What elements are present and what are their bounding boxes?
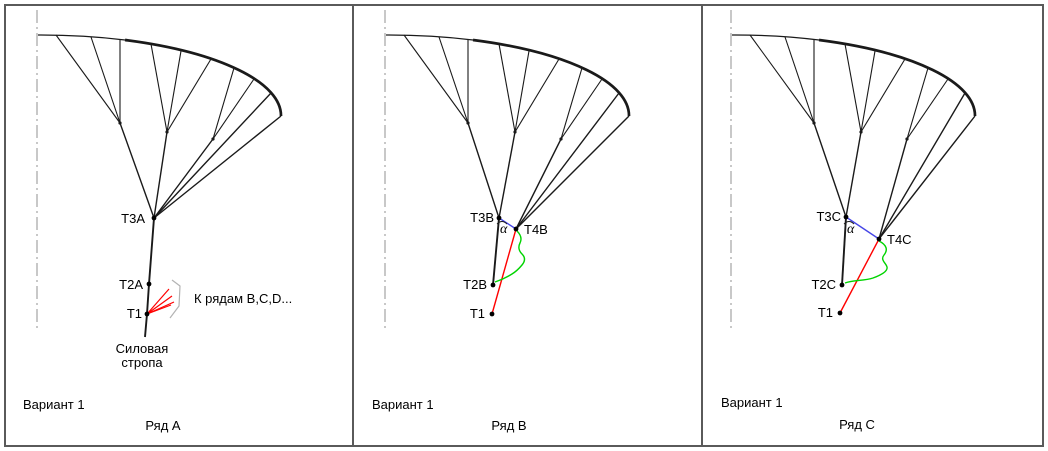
panel-row-a: T3A T2A T1 К рядам B,C,D... Силовая стро… (6, 6, 351, 445)
riser-lines (813, 92, 976, 240)
branch-point-dots (812, 121, 909, 141)
riser-label-line2: стропа (121, 355, 163, 370)
point-label-t2b: T2B (463, 277, 487, 292)
angle-label: α (500, 222, 508, 237)
line-t3-t2 (841, 216, 847, 286)
power-line (144, 217, 155, 338)
point-label-t2a: T2A (119, 277, 143, 292)
point-t4b-dot (513, 226, 519, 232)
angle-arc (843, 221, 855, 225)
point-label-t1: T1 (818, 305, 833, 320)
red-line-t4-t1 (491, 228, 517, 315)
canopy-cascade-lines (749, 34, 949, 140)
annotation-to-rows: К рядам B,C,D... (194, 291, 292, 306)
panel-row-c: T3C T4C T2C T1 α Вариант 1 Ряд C (703, 6, 1042, 445)
canopy-cascade-lines (55, 34, 255, 140)
brace-bracket (169, 279, 181, 319)
panel-divider-1 (352, 6, 354, 445)
red-line-t4-t1 (839, 238, 880, 314)
variant-label: Вариант 1 (372, 397, 434, 412)
point-t3c-dot (843, 214, 849, 220)
row-label: Ряд B (491, 418, 526, 433)
point-label-t3c: T3C (816, 209, 841, 224)
point-t2a-dot (146, 281, 152, 287)
panel-divider-2 (701, 6, 703, 445)
canopy-cascade-lines (403, 34, 603, 140)
canopy-arc (37, 34, 283, 117)
angle-label: α (847, 222, 855, 237)
blue-line-t3-t4 (498, 217, 517, 230)
point-t1-dot (837, 310, 843, 316)
point-t2b-dot (490, 282, 496, 288)
point-label-t1: T1 (470, 306, 485, 321)
point-t1-dot (144, 311, 150, 317)
angle-arc (496, 221, 508, 225)
green-wavy-line (494, 230, 526, 283)
variant-label: Вариант 1 (721, 395, 783, 410)
point-label-t1: T1 (127, 306, 142, 321)
panel-row-b: T3B T4B T2B T1 α Вариант 1 Ряд B (354, 6, 700, 445)
canopy-arc (385, 34, 631, 117)
point-t4c-dot (876, 236, 882, 242)
green-wavy-line (844, 240, 888, 284)
line-t3-t2 (492, 217, 500, 286)
point-t3a-dot (151, 215, 157, 221)
point-t1-dot (489, 311, 495, 317)
point-label-t4b: T4B (524, 222, 548, 237)
point-label-t2c: T2C (811, 277, 836, 292)
riser-lines (467, 92, 630, 230)
row-label: Ряд A (145, 418, 180, 433)
point-label-t4c: T4C (887, 232, 912, 247)
blue-line-t3-t4 (845, 216, 880, 240)
point-label-t3a: T3A (121, 211, 145, 226)
branch-point-dots (466, 121, 563, 141)
canopy-arc (731, 34, 977, 117)
variant-label: Вариант 1 (23, 397, 85, 412)
branch-point-dots (118, 121, 215, 141)
riser-label-line1: Силовая (116, 341, 169, 356)
point-t3b-dot (496, 215, 502, 221)
riser-lines (119, 92, 282, 219)
point-label-t3b: T3B (470, 210, 494, 225)
row-label: Ряд C (839, 417, 875, 432)
drawing-frame (4, 4, 1044, 447)
red-branch-lines (146, 288, 175, 315)
point-t2c-dot (839, 282, 845, 288)
